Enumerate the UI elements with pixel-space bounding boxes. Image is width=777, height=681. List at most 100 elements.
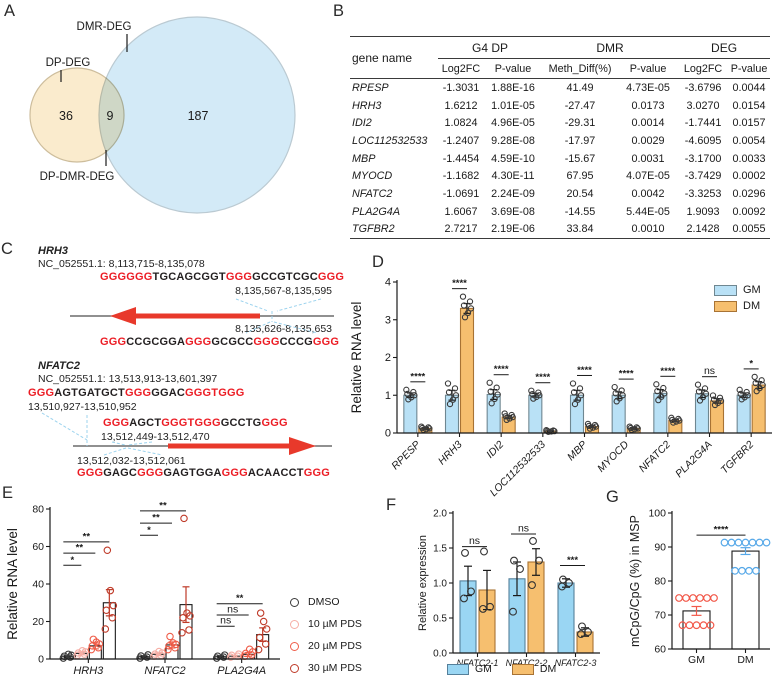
gene-name-cell: RPESP	[352, 81, 389, 94]
y-tick-label: 1.0	[433, 579, 447, 590]
pds-dose-chart: 0 20 40 60 80 HRH3 NFATC2 PLA2G4A Relative RNA l…	[5, 500, 280, 677]
x-category-label: MYOCD	[595, 438, 631, 474]
significance-label: **	[152, 513, 160, 524]
value-cell: -1.4454	[442, 152, 480, 165]
legend-gm-dm: GM DM	[714, 284, 761, 316]
legend-circle	[290, 619, 299, 629]
col-group-0: G4 DP	[438, 36, 543, 59]
g-run-highlight: GGG	[303, 467, 330, 479]
value-cell: 4.59E-10	[491, 152, 535, 165]
sequence-text: GCGCC	[211, 336, 254, 348]
g-run-highlight: GGG	[103, 417, 130, 429]
significance-label: ****	[494, 364, 509, 375]
x-category-label: MBP	[565, 439, 590, 464]
value-cell: 0.0033	[732, 152, 766, 165]
significance-label: ns	[220, 615, 231, 627]
venn-count-left: 36	[59, 109, 73, 123]
g-run-highlight: GGG	[28, 387, 55, 399]
value-cell: -1.1682	[442, 170, 480, 183]
col-subheader: Log2FC	[438, 58, 484, 79]
panel-c-label: C	[1, 240, 13, 258]
value-cell: 0.0055	[728, 220, 771, 240]
x-category-label: TGFBR2	[719, 439, 757, 477]
significance-label: **	[159, 500, 167, 511]
chart-G: 60 70 80 90 100 GM DM mCpG/CpG (%) in MSP ****	[628, 508, 771, 666]
panel-b-label: B	[333, 2, 345, 20]
hrh3-sequence-1: GGGGGGTGCAGCGGTGGGGCCGTCGCGGG	[100, 271, 344, 283]
y-tick-label: 0.5	[433, 614, 447, 625]
significance-label: *	[147, 525, 151, 536]
gene-title-hrh3: HRH3	[38, 245, 68, 257]
y-tick-label: 1	[385, 390, 391, 402]
hrh3-sequence-2: GGGCCGCGGAGGGGCGCCGGGCCCGGGG	[100, 336, 339, 348]
venn-count-intersection: 9	[107, 109, 114, 123]
sequence-text: GGAC	[151, 387, 186, 399]
value-cell: 4.96E-05	[491, 117, 535, 130]
legend-label: GM	[743, 284, 761, 296]
value-cell: -3.6796	[684, 81, 722, 94]
value-cell: -14.55	[564, 205, 596, 218]
venn-count-right: 187	[188, 109, 209, 123]
nfatc2-range-1: 13,510,927-13,510,952	[28, 401, 137, 413]
legend-item-30 µM PDS: 30 µM PDS	[290, 662, 362, 674]
y-tick-label: 100	[648, 508, 666, 520]
significance-label: ****	[535, 372, 550, 383]
sequence-text: TGCAGCGGT	[152, 271, 226, 283]
y-tick-label: 2.0	[433, 509, 447, 520]
significance-label: **	[236, 593, 244, 604]
legend-item-DM: DM	[714, 300, 761, 312]
legend-label: 20 µM PDS	[308, 640, 362, 652]
col-subheader: Meth_Diff(%)	[542, 58, 619, 79]
legend-swatch	[511, 663, 534, 675]
value-cell: -17.97	[564, 134, 596, 147]
legend-label: DM	[539, 663, 557, 675]
value-cell: 1.01E-05	[491, 99, 535, 112]
value-cell: 0.0173	[631, 99, 665, 112]
gene-name-cell: LOC112532533	[352, 134, 428, 147]
value-cell: 0.0154	[732, 99, 766, 112]
value-cell: 0.0002	[732, 170, 766, 183]
legend-label: GM	[475, 663, 492, 675]
hrh3-range-2: 8,135,626-8,135,653	[235, 323, 332, 335]
value-cell: 9.28E-08	[491, 134, 535, 147]
g-run-highlight: GGG	[261, 417, 288, 429]
legend-label: 10 µM PDS	[308, 618, 362, 630]
value-cell: 0.0157	[732, 117, 766, 130]
sequence-text: GCCGTCGC	[252, 271, 318, 283]
gene-name-cell: NFATC2	[352, 187, 393, 200]
significance-label: ****	[714, 525, 729, 536]
significance-label: ****	[577, 365, 592, 376]
legend-item-GM: GM	[447, 663, 492, 675]
legend-label: DM	[743, 300, 761, 312]
value-cell: -1.7441	[684, 117, 722, 130]
value-cell: 41.49	[566, 81, 594, 94]
x-category-label: HRH3	[73, 665, 104, 677]
gene-name-cell: PLA2G4A	[352, 205, 401, 218]
gene-name-cell: IDI2	[352, 117, 372, 130]
table-subheader-row: Log2FC P-value Meth_Diff(%) P-value Log2FC P-…	[350, 58, 771, 79]
table-row: LOC112532533 -1.2407 9.28E-08 -17.97 0.0029 -…	[350, 132, 770, 150]
legend-swatch	[714, 284, 737, 296]
y-tick-label: 80	[654, 576, 666, 588]
value-cell: 0.0010	[618, 220, 679, 240]
g-run-highlight: GGG	[77, 467, 104, 479]
value-cell: 5.44E-05	[626, 205, 670, 218]
significance-label: **	[83, 531, 91, 542]
value-cell: 1.0824	[444, 117, 478, 130]
legend-item-20 µM PDS: 20 µM PDS	[290, 640, 362, 652]
legend-pds: DMSO 10 µM PDS 20 µM PDS 30 µM PDS	[290, 596, 362, 681]
hrh3-left-arrowhead	[110, 307, 136, 325]
y-axis-title: Relative RNA level	[349, 302, 364, 414]
sequence-text: ACAACCT	[247, 467, 304, 479]
legend-item-GM: GM	[714, 284, 761, 296]
x-category-label: NFATC2-2	[506, 658, 548, 668]
value-cell: 1.6212	[444, 99, 478, 112]
nfatc2-sequence-3: GGGGAGCGGGGAGTGGAGGGACAACCTGGG	[77, 467, 330, 479]
nfatc2-sequence-2: GGGAGCTGGGTGGGGCCTGGGG	[103, 417, 288, 429]
legend-swatch	[714, 300, 737, 312]
value-cell: 2.1428	[678, 220, 729, 240]
y-tick-label: 0.0	[433, 649, 447, 660]
sequence-text: GAGC	[103, 467, 138, 479]
